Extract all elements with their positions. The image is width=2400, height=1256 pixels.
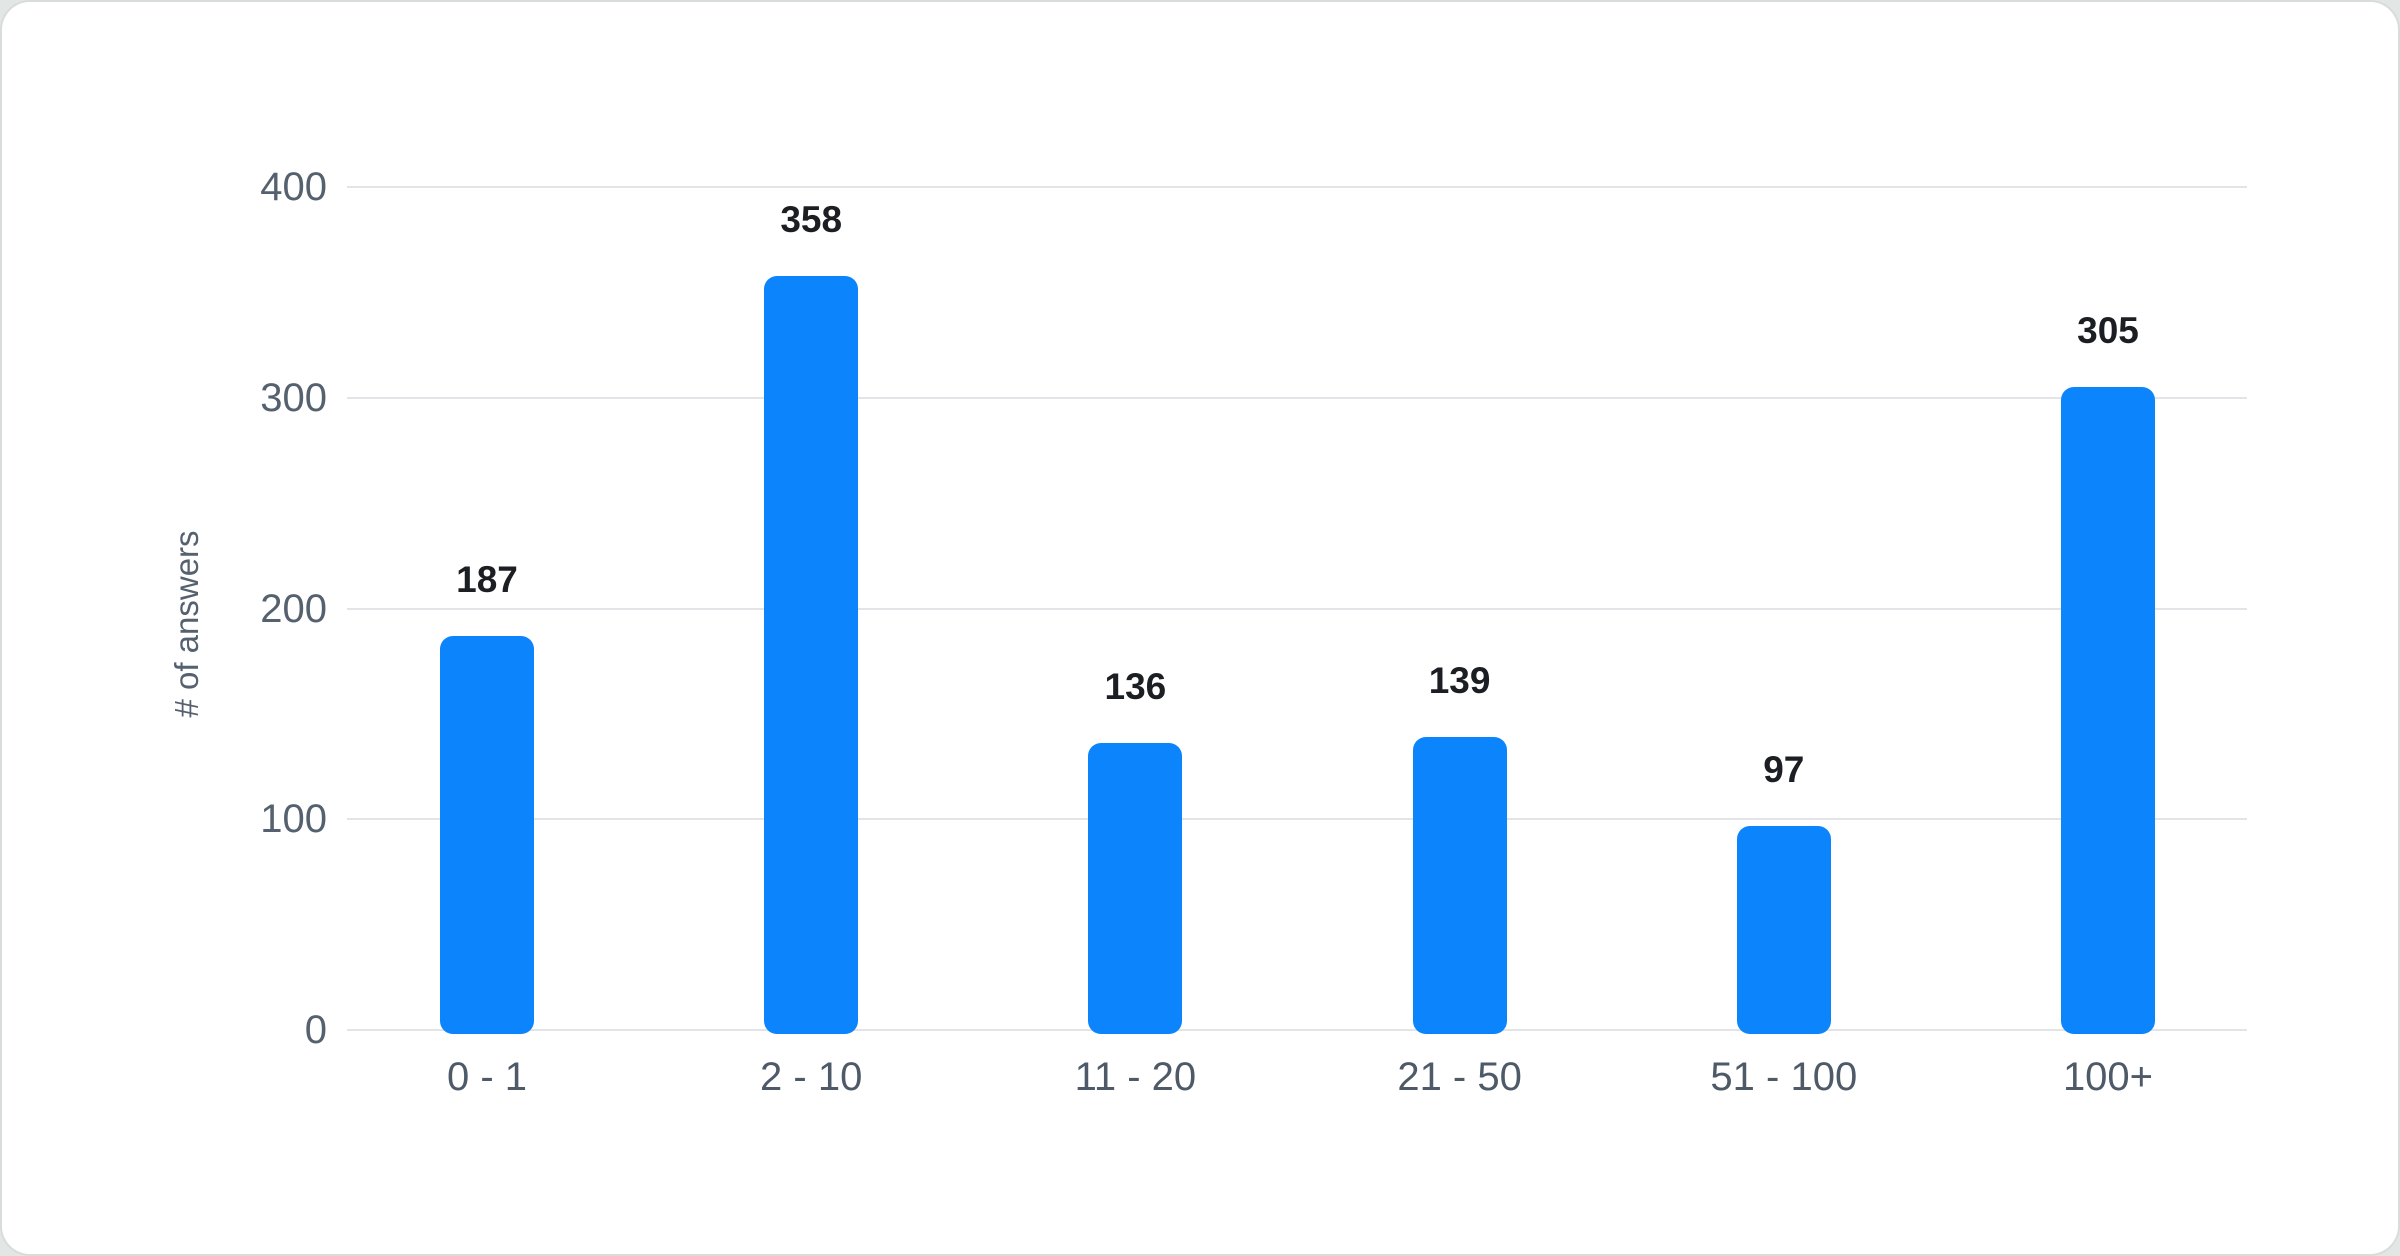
bar bbox=[440, 635, 534, 1034]
bar-value-label: 187 bbox=[456, 558, 518, 600]
gridline bbox=[347, 1029, 2247, 1031]
bar bbox=[2061, 387, 2155, 1034]
x-tick-label: 21 - 50 bbox=[1397, 1055, 1522, 1099]
bar bbox=[1736, 825, 1831, 1034]
y-tick-label: 200 bbox=[260, 586, 327, 631]
bar bbox=[1088, 743, 1183, 1034]
bar-value-label: 97 bbox=[1763, 748, 1805, 790]
x-tick-label: 11 - 20 bbox=[1074, 1055, 1197, 1099]
bar-value-label: 305 bbox=[2077, 310, 2139, 352]
bar-value-label: 358 bbox=[780, 198, 843, 240]
bar-value-label: 139 bbox=[1428, 660, 1491, 702]
gridline bbox=[347, 607, 2247, 610]
x-tick-label: 51 - 100 bbox=[1710, 1055, 1858, 1099]
gridline bbox=[347, 396, 2247, 399]
bar bbox=[764, 275, 859, 1034]
y-tick-label: 400 bbox=[260, 165, 327, 209]
y-tick-label: 300 bbox=[260, 375, 327, 420]
x-tick-label: 2 - 10 bbox=[760, 1055, 863, 1099]
x-tick-label: 100+ bbox=[2062, 1055, 2154, 1099]
gridline bbox=[347, 818, 2247, 821]
bar-value-label: 136 bbox=[1104, 666, 1167, 708]
x-tick-label: 0 - 1 bbox=[446, 1055, 528, 1099]
bar bbox=[1412, 737, 1507, 1034]
y-tick-label: 0 bbox=[304, 1008, 327, 1052]
gridline bbox=[347, 186, 2247, 188]
y-tick-label: 100 bbox=[260, 797, 327, 842]
